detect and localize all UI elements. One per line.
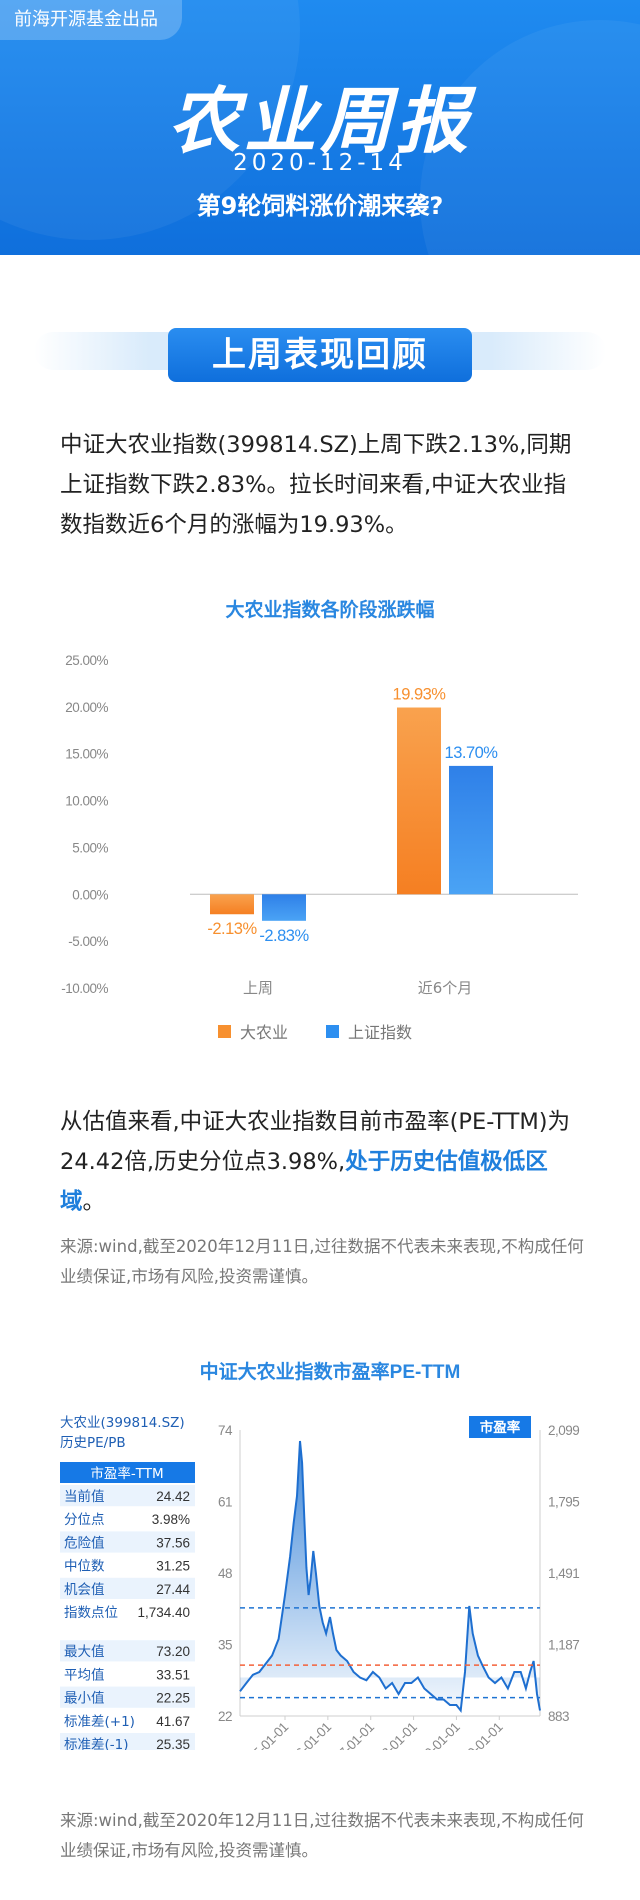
stats-value: 3.98% xyxy=(152,1512,190,1527)
stats-row-bg xyxy=(60,1508,195,1530)
stats-label: 机会值 xyxy=(64,1582,105,1598)
bar xyxy=(210,894,254,915)
header-banner: 前海开源基金出品 农业周报 2020-12-14 第9轮饲料涨价潮来袭? xyxy=(0,0,640,255)
pe-chart: 中证大农业指数市盈率PE-TTM 大农业(399814.SZ) 历史PE/PB 市盈… xyxy=(60,1360,580,1750)
y-tick-right: 1,187 xyxy=(548,1638,579,1653)
y-tick-label: 25.00% xyxy=(65,653,108,668)
data-label: 13.70% xyxy=(445,744,499,762)
bar xyxy=(262,894,306,921)
stats-row-bg xyxy=(60,1733,195,1750)
bar xyxy=(449,765,493,895)
y-tick-left: 74 xyxy=(218,1423,233,1438)
section-title: 上周表现回顾 xyxy=(168,328,472,382)
legend-label: 市盈率 xyxy=(480,1419,521,1436)
stats-value: 24.42 xyxy=(156,1489,190,1504)
stats-value: 33.51 xyxy=(156,1667,190,1682)
valuation-highlight: 处于历史估值极低区域 xyxy=(60,1149,548,1215)
y-tick-label: 5.00% xyxy=(72,840,108,855)
stats-value: 27.44 xyxy=(156,1582,190,1597)
y-tick-label: -10.00% xyxy=(61,981,108,996)
stats-value: 25.35 xyxy=(156,1737,190,1750)
stats-row-bg xyxy=(60,1554,195,1576)
stats-value: 37.56 xyxy=(156,1535,190,1550)
y-tick-right: 1,491 xyxy=(548,1566,579,1581)
source-note: 来源:wind,截至2020年12月11日,过往数据不代表未来表现,不构成任何业… xyxy=(60,1237,584,1286)
stats-row-bg xyxy=(60,1709,195,1731)
data-label: -2.13% xyxy=(207,920,257,938)
y-tick-right: 1,795 xyxy=(548,1495,579,1510)
y-tick-left: 22 xyxy=(218,1709,232,1724)
stats-row-bg xyxy=(60,1686,195,1708)
stats-row-bg xyxy=(60,1485,195,1507)
y-tick-right: 883 xyxy=(548,1709,569,1724)
y-tick-right: 2,099 xyxy=(548,1423,579,1438)
stats-subtitle: 历史PE/PB xyxy=(60,1435,126,1451)
y-tick-label: -5.00% xyxy=(68,934,108,949)
stats-row-bg xyxy=(60,1531,195,1553)
brand-tag: 前海开源基金出品 xyxy=(0,0,182,40)
stats-label: 标准差(-1) xyxy=(64,1737,129,1750)
y-tick-label: 15.00% xyxy=(65,747,108,762)
bar xyxy=(397,707,441,895)
pe-area xyxy=(240,1441,540,1711)
stats-row-bg xyxy=(60,1577,195,1599)
report-date: 2020-12-14 xyxy=(233,150,407,176)
y-tick-label: 10.00% xyxy=(65,794,108,809)
data-label: 19.93% xyxy=(393,686,447,704)
stats-header: 市盈率-TTM xyxy=(90,1465,163,1482)
stats-row-bg xyxy=(60,1601,195,1623)
stats-value: 41.67 xyxy=(156,1714,190,1729)
valuation-paragraph: 从估值来看,中证大农业指数目前市盈率(PE-TTM)为24.42倍,历史分位点3… xyxy=(60,1102,585,1222)
data-label: -2.83% xyxy=(259,927,309,945)
x-tick-label: 16-01-01 xyxy=(288,1720,334,1750)
legend-swatch xyxy=(326,1025,339,1038)
summary-paragraph: 中证大农业指数(399814.SZ)上周下跌2.13%,同期上证指数下跌2.83… xyxy=(60,432,572,538)
stats-label: 指数点位 xyxy=(64,1605,118,1621)
x-tick-label: 20-01-01 xyxy=(459,1720,505,1750)
valuation-end: 。 xyxy=(82,1189,106,1215)
stats-label: 标准差(+1) xyxy=(64,1714,135,1730)
x-tick-label: 17-01-01 xyxy=(331,1720,377,1750)
stats-header-bar xyxy=(60,1462,195,1483)
stats-label: 中位数 xyxy=(64,1559,105,1575)
stats-value: 22.25 xyxy=(156,1691,190,1706)
y-tick-left: 61 xyxy=(218,1495,232,1510)
x-tick-label: 15-01-01 xyxy=(245,1720,291,1750)
x-category-label: 近6个月 xyxy=(418,979,473,997)
stats-row-bg xyxy=(60,1663,195,1685)
stats-value: 31.25 xyxy=(156,1559,190,1574)
report-title: 农业周报 xyxy=(167,79,472,163)
stats-row-bg xyxy=(60,1640,195,1662)
stats-value: 73.20 xyxy=(156,1644,190,1659)
stats-label: 平均值 xyxy=(64,1667,105,1683)
stats-value: 1,734.40 xyxy=(137,1605,190,1620)
source-note: 来源:wind,截至2020年12月11日,过往数据不代表未来表现,不构成任何业… xyxy=(60,1811,584,1860)
y-tick-label: 0.00% xyxy=(72,887,108,902)
stats-label: 分位点 xyxy=(64,1512,105,1528)
legend-label: 大农业 xyxy=(240,1023,288,1042)
pe-line xyxy=(239,1440,541,1714)
valuation-text: 从估值来看,中证大农业指数目前市盈率(PE-TTM)为24.42倍,历史分位点3… xyxy=(60,1109,571,1175)
x-category-label: 上周 xyxy=(243,979,273,997)
y-tick-left: 35 xyxy=(218,1638,232,1653)
bar-chart: 大农业指数各阶段涨跌幅 -10.00% -5.00% 0.00% 5.00% 10.00… xyxy=(61,598,578,1042)
stats-label: 最小值 xyxy=(64,1691,105,1707)
report-subtitle: 第9轮饲料涨价潮来袭? xyxy=(196,192,444,220)
x-tick-label: 19-01-01 xyxy=(417,1720,463,1750)
stats-title: 大农业(399814.SZ) xyxy=(60,1415,185,1431)
stats-label: 当前值 xyxy=(64,1488,105,1505)
stats-label: 危险值 xyxy=(64,1535,105,1551)
stats-label: 最大值 xyxy=(64,1644,105,1660)
y-tick-left: 48 xyxy=(218,1566,232,1581)
legend-box xyxy=(469,1416,531,1438)
chart-title: 大农业指数各阶段涨跌幅 xyxy=(225,598,434,621)
x-tick-label: 18-01-01 xyxy=(374,1720,420,1750)
legend-swatch xyxy=(218,1025,231,1038)
legend-label: 上证指数 xyxy=(348,1023,412,1042)
y-tick-label: 20.00% xyxy=(65,700,108,715)
chart-title: 中证大农业指数市盈率PE-TTM xyxy=(200,1360,461,1383)
